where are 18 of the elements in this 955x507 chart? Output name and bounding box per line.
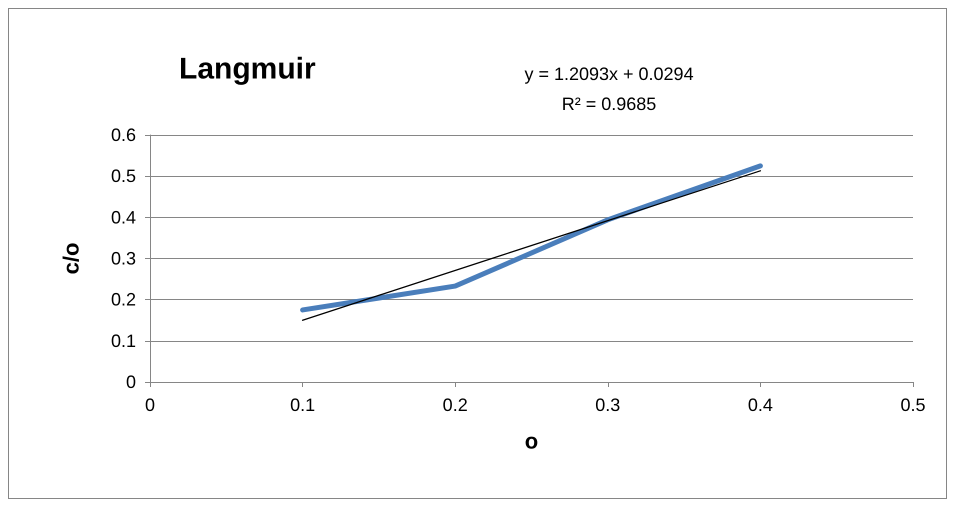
x-tick-label: 0.1 [290, 395, 316, 415]
y-axis-title: c/o [58, 242, 84, 274]
x-tick-label: 0.5 [900, 395, 926, 415]
chart-title: Langmuir [179, 52, 316, 86]
x-axis-title: o [524, 428, 538, 454]
x-tick-label: 0.3 [595, 395, 620, 415]
y-tick-label: 0.4 [110, 207, 136, 228]
y-tick-label: 0 [126, 372, 136, 392]
x-tick-label: 0 [144, 395, 156, 415]
y-tick-label: 0.1 [110, 330, 136, 351]
x-tick-label: 0.4 [748, 395, 773, 415]
text: y = 1.2093x + 0.0294 [524, 64, 694, 84]
text: R² = 0.9685 [562, 94, 656, 114]
y-tick-label: 0.5 [110, 166, 136, 186]
y-tick-label: 0.3 [110, 248, 136, 268]
x-tick-label: 0.2 [442, 395, 468, 415]
y-tick-label: 0.2 [110, 290, 136, 310]
y-tick-label: 0.6 [110, 125, 136, 145]
